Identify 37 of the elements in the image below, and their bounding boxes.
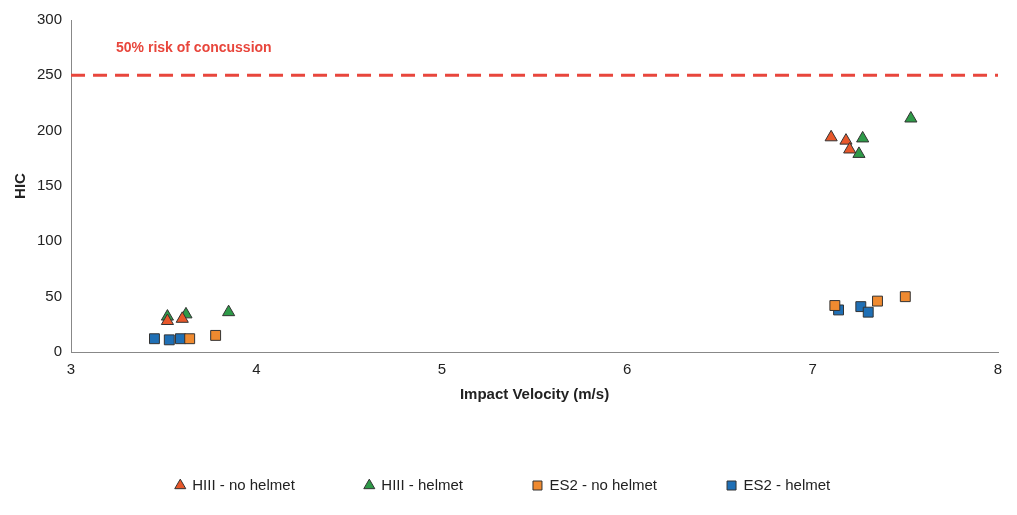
point [872,295,883,307]
y-tick-label: 0 [53,342,63,360]
y-tick-label: 200 [37,120,63,138]
legend-label: HIII - no helmet [192,475,296,493]
point [222,304,236,317]
legend-label: ES2 - no helmet [549,475,658,493]
ref-line-label: 50% risk of concussion [116,39,272,56]
x-tick-label: 6 [623,360,632,378]
y-tick-label: 300 [37,10,63,28]
legend-label: ES2 - helmet [743,475,832,493]
y-tick-label: 150 [37,176,63,194]
x-tick-label: 4 [252,360,261,378]
point [862,306,874,318]
point [839,133,853,145]
point [904,110,918,123]
y-axis-title: HIC [11,172,29,199]
x-tick-label: 8 [993,360,1003,378]
point [184,333,196,345]
x-axis-title: Impact Velocity (m/s) [459,385,610,403]
point [160,313,174,326]
point [852,146,866,158]
x-tick-label: 3 [66,360,76,378]
x-tick-label: 5 [437,360,446,378]
legend-label: HIII - helmet [381,475,464,493]
point [899,291,911,303]
point [149,333,160,345]
point [163,334,175,346]
point [210,329,222,341]
point [843,141,857,154]
point [829,300,841,311]
y-tick-label: 100 [37,231,63,249]
y-tick-label: 50 [45,286,63,304]
point [175,311,189,323]
point [824,129,838,142]
point [856,130,870,143]
x-tick-label: 7 [808,360,817,378]
y-tick-label: 250 [37,65,63,83]
